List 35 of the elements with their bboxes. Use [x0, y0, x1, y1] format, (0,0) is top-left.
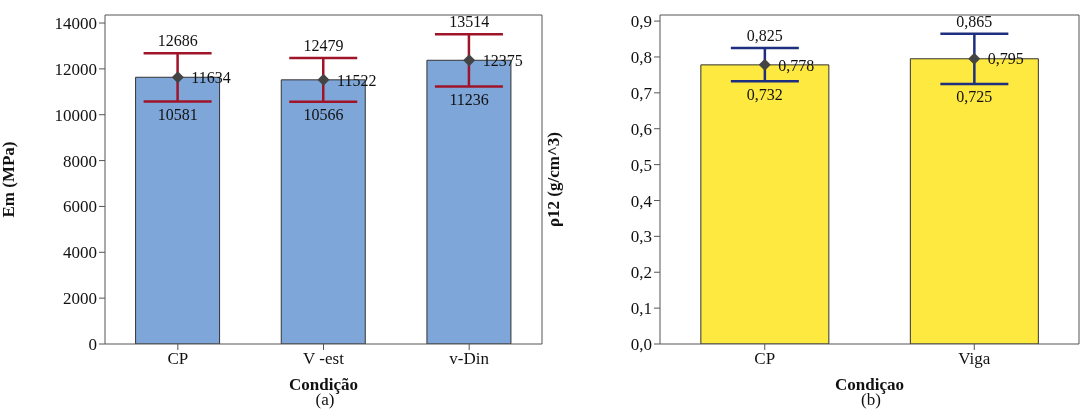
annotation: 0,825 [746, 27, 783, 45]
x-tick-label: Viga [958, 349, 991, 369]
annotation: 11236 [449, 90, 489, 108]
annotation: 12686 [157, 32, 198, 50]
y-axis-title: Em (MPa) [0, 141, 19, 218]
annotation: 0,725 [956, 88, 993, 106]
y-tick-label: 0,4 [630, 191, 653, 211]
y-tick-label: 8000 [63, 151, 97, 171]
y-tick-label: 0,1 [630, 299, 652, 319]
x-tick-label: V -est [303, 349, 345, 369]
annotation: 10581 [157, 105, 198, 123]
y-tick-label: 10000 [54, 105, 97, 125]
y-tick-label: 4000 [63, 243, 97, 263]
annotation: 0,865 [956, 12, 993, 30]
annotation: 0,732 [746, 85, 783, 103]
y-tick-label: 0,2 [630, 263, 652, 283]
y-axis-title: ρ12 (g/cm^3) [544, 132, 564, 227]
x-tick-label: CP [167, 349, 189, 369]
y-tick-label: 12000 [54, 59, 97, 79]
y-tick-label: 6000 [63, 197, 97, 217]
y-tick-label: 2000 [63, 289, 97, 309]
y-tick-label: 0,3 [630, 227, 652, 247]
x-tick-label: v-Din [449, 349, 490, 369]
annotation: 10566 [303, 106, 344, 124]
y-tick-label: 14000 [54, 14, 97, 34]
y-tick-label: 0,8 [630, 48, 652, 68]
y-tick-label: 0 [88, 335, 97, 355]
y-tick-label: 0,9 [630, 12, 652, 32]
annotation: 12479 [303, 36, 344, 54]
y-tick-label: 0,5 [630, 155, 652, 175]
y-tick-label: 0,6 [630, 119, 652, 139]
x-tick-label: CP [754, 349, 776, 369]
y-tick-label: 0,7 [630, 83, 653, 103]
annotation: 13514 [449, 13, 490, 31]
y-tick-label: 0,0 [630, 335, 652, 355]
